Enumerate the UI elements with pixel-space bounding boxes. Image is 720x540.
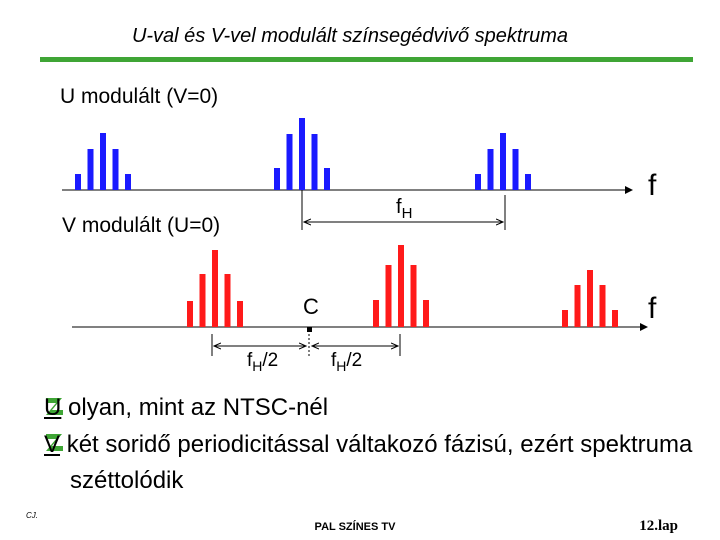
bullet-icon bbox=[46, 398, 63, 415]
c-marker bbox=[307, 327, 312, 332]
spectral-line bbox=[286, 134, 293, 190]
spectral-line bbox=[410, 265, 417, 327]
bullet: U olyan, mint az NTSC-nél bbox=[44, 390, 710, 426]
half-main: f bbox=[247, 350, 253, 371]
spectral-line bbox=[87, 149, 94, 190]
v-axis-label: f bbox=[648, 292, 657, 325]
spectral-line bbox=[212, 250, 218, 327]
spectral-line bbox=[587, 270, 593, 327]
fh-main: f bbox=[396, 196, 402, 218]
spectral-line bbox=[125, 174, 131, 190]
spectral-line bbox=[385, 265, 392, 327]
spectral-line bbox=[237, 301, 243, 327]
v-label: V modulált (U=0) bbox=[62, 214, 220, 237]
u-label: U modulált (V=0) bbox=[60, 85, 218, 108]
bullet-key: V bbox=[44, 431, 61, 458]
spectral-line bbox=[112, 149, 119, 190]
spectral-line bbox=[512, 149, 519, 190]
footer-page: 12.lap bbox=[639, 518, 678, 534]
half-sub: H bbox=[252, 358, 262, 374]
u-axis-label: f bbox=[648, 169, 657, 202]
bullet-text: olyan, mint az NTSC-nél bbox=[68, 394, 329, 421]
spectral-line bbox=[423, 300, 429, 327]
spectral-line bbox=[612, 310, 618, 327]
half-suffix: /2 bbox=[346, 350, 362, 371]
spectral-line bbox=[525, 174, 531, 190]
footer-author: CJ. bbox=[26, 511, 38, 520]
half-left-label: fH/2 bbox=[247, 350, 278, 374]
spectral-line bbox=[274, 168, 280, 190]
spectral-line bbox=[487, 149, 494, 190]
footer-center: PAL SZÍNES TV bbox=[315, 520, 397, 533]
spectral-line bbox=[599, 285, 606, 327]
u-spectrum bbox=[75, 118, 531, 190]
fh-label: fH bbox=[396, 196, 412, 222]
half-sub: H bbox=[336, 358, 346, 374]
v-spectrum bbox=[187, 245, 618, 327]
spectral-line bbox=[311, 134, 318, 190]
spectral-line bbox=[475, 174, 481, 190]
spectral-line bbox=[299, 118, 305, 190]
c-label: C bbox=[303, 294, 319, 319]
spectral-line bbox=[224, 274, 231, 327]
spectral-line bbox=[562, 310, 568, 327]
spectral-line bbox=[100, 133, 106, 190]
bullet: V két soridő periodicitással váltakozó f… bbox=[44, 427, 710, 499]
spectral-line bbox=[398, 245, 404, 327]
spectral-line bbox=[199, 274, 206, 327]
spectral-line bbox=[574, 285, 581, 327]
bullet-icon bbox=[46, 434, 63, 451]
bullet-text: két soridő periodicitással váltakozó fáz… bbox=[66, 431, 693, 494]
half-main: f bbox=[331, 350, 337, 371]
title: U-val és V-vel modulált színsegédvivő sp… bbox=[132, 25, 568, 47]
title-rule bbox=[40, 57, 693, 62]
spectral-line bbox=[500, 133, 506, 190]
spectral-line bbox=[324, 168, 330, 190]
half-suffix: /2 bbox=[262, 350, 278, 371]
bullet-key: U bbox=[44, 394, 62, 421]
spectral-line bbox=[75, 174, 81, 190]
spectral-line bbox=[187, 301, 193, 327]
bullet-icons bbox=[46, 398, 63, 451]
fh-sub: H bbox=[402, 205, 413, 222]
half-right-label: fH/2 bbox=[331, 350, 362, 374]
spectral-line bbox=[373, 300, 379, 327]
